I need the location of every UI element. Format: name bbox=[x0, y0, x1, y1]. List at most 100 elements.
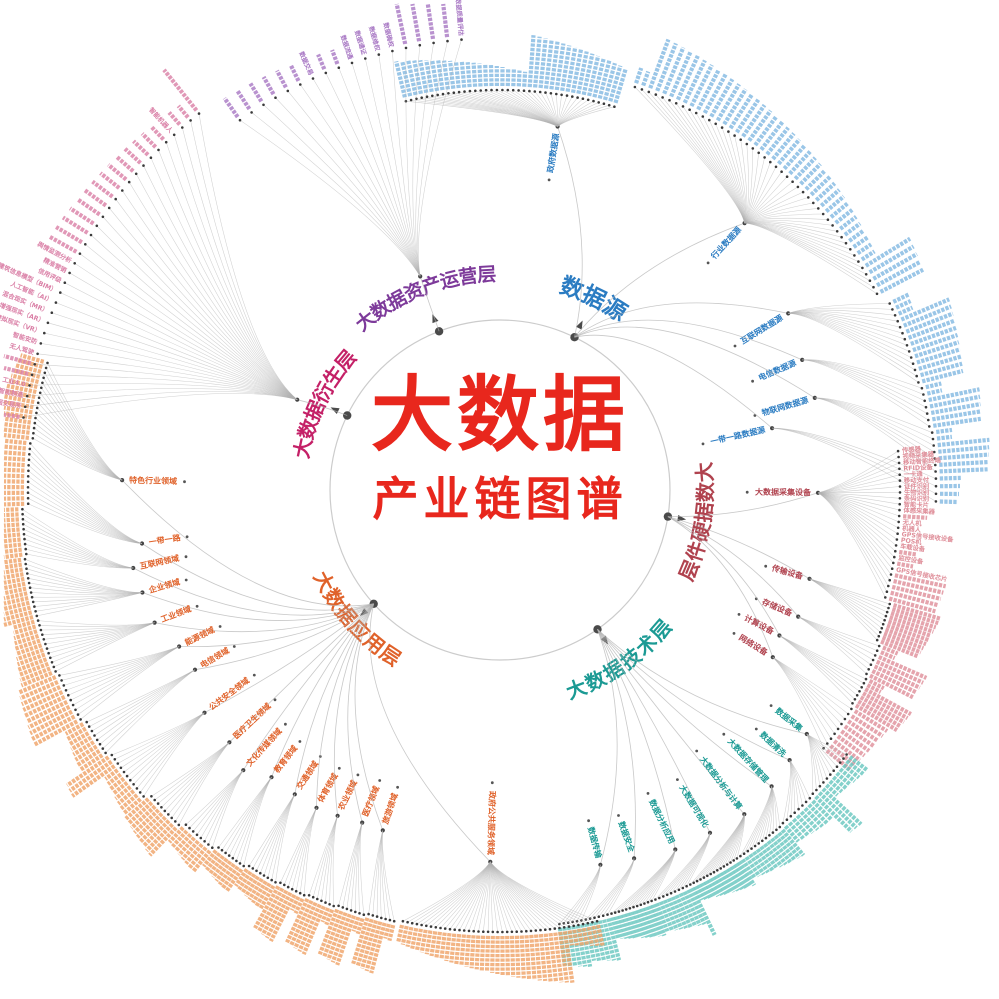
node-dot bbox=[59, 291, 62, 294]
leaf-text-strip bbox=[682, 890, 702, 927]
node-dot bbox=[930, 431, 934, 434]
node-dot bbox=[78, 252, 82, 255]
node-dot bbox=[203, 840, 206, 843]
node-dot bbox=[491, 930, 495, 934]
connector-line bbox=[22, 518, 134, 569]
node-dot bbox=[587, 819, 590, 823]
node-dot bbox=[853, 254, 856, 257]
node-dot bbox=[896, 449, 900, 453]
node-dot bbox=[862, 681, 866, 685]
connector-line bbox=[667, 516, 780, 636]
node-dot bbox=[661, 96, 664, 99]
node-dot bbox=[26, 502, 30, 506]
node-dot bbox=[769, 704, 773, 707]
node-dot bbox=[337, 904, 340, 908]
node-dot bbox=[894, 549, 897, 553]
connector-line bbox=[817, 492, 889, 587]
node-dot bbox=[891, 308, 894, 311]
connector-line bbox=[655, 94, 745, 224]
node-dot bbox=[44, 366, 48, 370]
node-dot bbox=[129, 778, 132, 782]
node-dot bbox=[25, 552, 28, 556]
connector-line bbox=[242, 603, 374, 771]
node-dot bbox=[506, 88, 510, 92]
node-dot bbox=[172, 133, 176, 137]
node-dot bbox=[167, 813, 170, 816]
leaf-text-strip bbox=[581, 927, 590, 947]
leaf-text-strip bbox=[240, 873, 257, 894]
connector-line bbox=[34, 364, 298, 400]
leaf-text-strip bbox=[23, 695, 66, 718]
node-dot bbox=[37, 396, 41, 400]
node-dot bbox=[247, 864, 251, 868]
leaf-text-strip bbox=[910, 325, 957, 346]
node-dot bbox=[720, 126, 724, 129]
leaf-text-strip bbox=[410, 927, 419, 950]
connector-line bbox=[740, 786, 772, 857]
leaf-text-strip bbox=[396, 924, 405, 944]
leaf-text-strip bbox=[511, 69, 516, 87]
leaf-text-strip bbox=[3, 557, 22, 565]
node-dot bbox=[735, 857, 739, 860]
leaf-text-strip bbox=[748, 853, 766, 876]
leaf-text-strip bbox=[905, 311, 954, 334]
node-dot bbox=[302, 893, 306, 897]
leaf-text-strip bbox=[3, 572, 24, 580]
node-dot bbox=[231, 856, 235, 860]
connector-line bbox=[294, 603, 375, 795]
node-dot bbox=[892, 561, 895, 565]
leaf-text-strip bbox=[935, 427, 953, 435]
leaf-text-strip bbox=[522, 71, 528, 87]
leaf-text-strip bbox=[439, 932, 447, 960]
sub-branch-label: 存储设备 bbox=[760, 596, 795, 618]
leaf-text-strip bbox=[828, 779, 844, 794]
node-dot bbox=[739, 138, 742, 141]
leaf-text-strip bbox=[558, 931, 569, 983]
leaf-text-strip bbox=[696, 68, 721, 111]
node-dot bbox=[913, 368, 917, 372]
node-dot bbox=[597, 101, 600, 104]
main-branch-label-glyph: 营 bbox=[457, 264, 479, 290]
node-dot bbox=[525, 929, 528, 933]
connector-line bbox=[667, 492, 819, 518]
leaf-text-strip bbox=[208, 854, 225, 875]
connector-line bbox=[141, 543, 374, 611]
leaf-text-strip bbox=[871, 669, 918, 695]
sub-branch-label: 数据清洗 bbox=[758, 729, 788, 758]
leaf-text-strip bbox=[202, 849, 218, 868]
node-dot bbox=[157, 148, 160, 152]
node-dot bbox=[42, 638, 46, 641]
leaf-text-strip bbox=[703, 880, 717, 899]
connector-line bbox=[351, 62, 421, 277]
node-dot bbox=[79, 718, 82, 721]
node-dot bbox=[640, 88, 644, 91]
node-dot bbox=[761, 839, 764, 843]
node-dot bbox=[26, 496, 30, 500]
node-dot bbox=[496, 930, 499, 934]
connector-line bbox=[27, 388, 298, 400]
node-dot bbox=[232, 645, 236, 648]
leaf-text-strip bbox=[864, 236, 912, 268]
node-dot bbox=[27, 469, 30, 473]
node-dot bbox=[250, 111, 253, 114]
node-dot bbox=[468, 89, 472, 93]
connector-line bbox=[597, 629, 676, 850]
node-dot bbox=[840, 722, 843, 726]
node-dot bbox=[44, 642, 47, 646]
leaf-text-strip bbox=[722, 88, 748, 126]
node-dot bbox=[446, 39, 449, 43]
node-dot bbox=[797, 807, 800, 811]
leaf-text-strip bbox=[122, 797, 142, 815]
node-dot bbox=[429, 925, 433, 928]
node-dot bbox=[324, 71, 328, 75]
leaf-text-strip bbox=[886, 623, 930, 643]
leaf-text-strip bbox=[64, 722, 85, 736]
leaf-text-strip bbox=[3, 562, 23, 570]
node-dot bbox=[722, 732, 726, 736]
node-dot bbox=[60, 679, 63, 682]
node-dot bbox=[85, 720, 88, 724]
leaf-text-strip bbox=[700, 881, 713, 900]
leaf-text-strip bbox=[565, 46, 578, 93]
leaf-text-strip bbox=[939, 499, 958, 505]
node-dot bbox=[22, 527, 25, 531]
